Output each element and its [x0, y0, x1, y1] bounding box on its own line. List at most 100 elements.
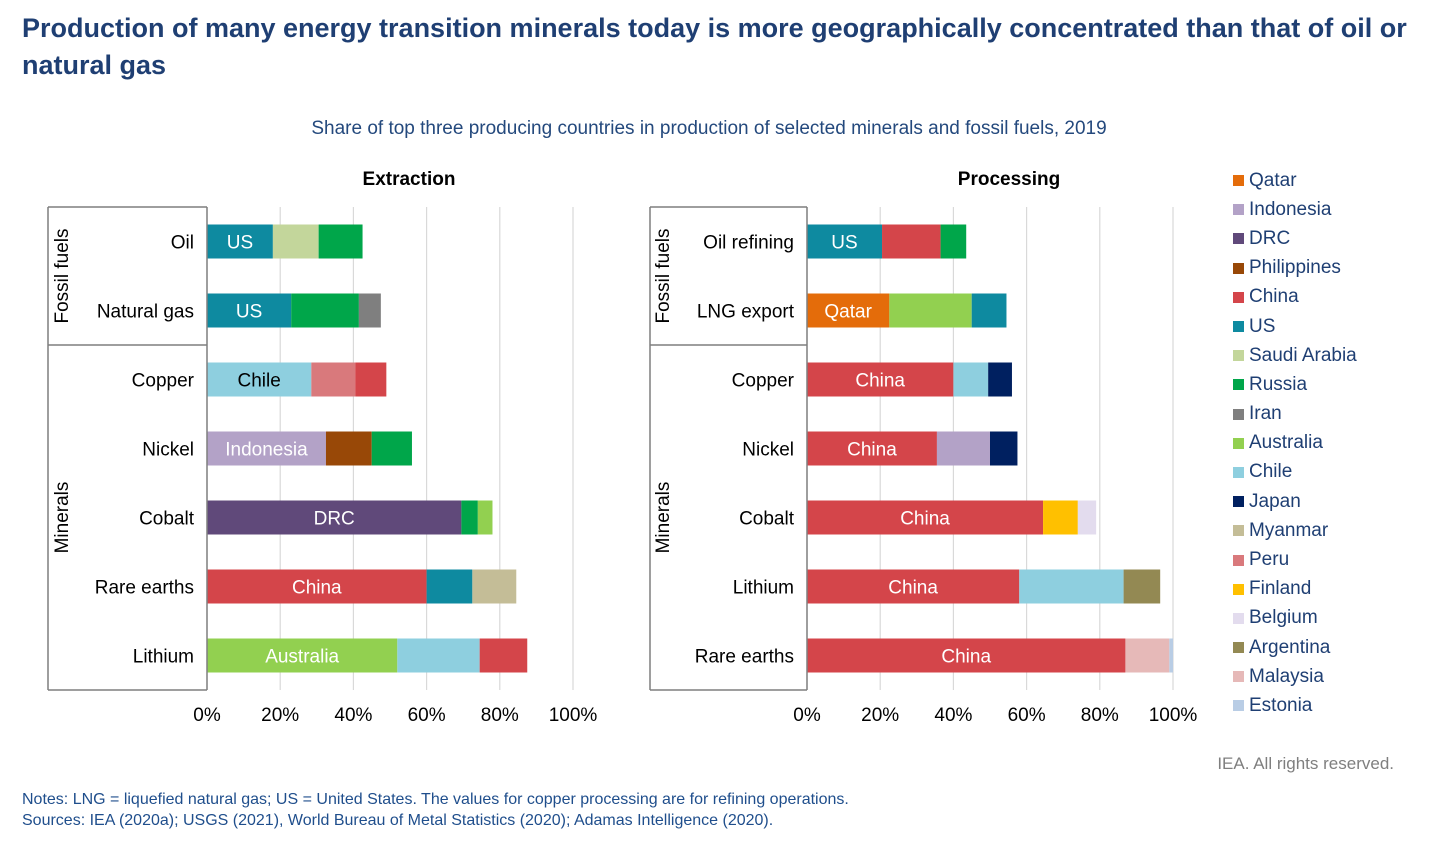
category-label: Cobalt: [139, 509, 195, 530]
legend-item-indonesia: Indonesia: [1233, 195, 1423, 224]
x-tick-label: 100%: [549, 705, 598, 726]
bar-segment-oil-us: [207, 224, 273, 259]
category-label: Lithium: [133, 647, 194, 668]
legend-label: China: [1249, 286, 1299, 308]
chart-panel-extraction: Extraction 0% 20% 40% 60% 80% 100% US Oil US Natur…: [47, 169, 598, 726]
category-label: Nickel: [142, 440, 194, 461]
legend-label: Belgium: [1249, 607, 1318, 629]
bar-segment-cobalt-belgium: [1077, 500, 1097, 535]
bar-segment-copper-chile: [207, 362, 312, 397]
bar-segment-cobalt-finland: [1043, 500, 1078, 535]
bar-segment-copper-japan: [988, 362, 1012, 397]
bar-segment-cobalt-drc: [207, 500, 462, 535]
legend-swatch: [1233, 379, 1244, 391]
legend-label: Australia: [1249, 432, 1323, 454]
legend-item-us: US: [1233, 312, 1423, 341]
legend-label: Saudi Arabia: [1249, 344, 1357, 366]
legend-item-drc: DRC: [1233, 224, 1423, 253]
bar-segment-lithium-australia: [207, 638, 398, 673]
x-tick-label: 60%: [1008, 705, 1046, 726]
chart-subtitle: Share of top three producing countries i…: [311, 118, 1107, 139]
category-label: Nickel: [742, 440, 794, 461]
bar-segment-nickel-russia: [371, 431, 412, 466]
data-label: US: [236, 302, 262, 323]
bar-segment-nickel-philippines: [325, 431, 372, 466]
legend-label: Japan: [1249, 490, 1301, 512]
category-label: Copper: [732, 371, 795, 392]
legend-label: Peru: [1249, 549, 1290, 571]
category-label: Oil refining: [703, 233, 794, 254]
legend-label: Estonia: [1249, 694, 1313, 716]
data-label: China: [888, 578, 938, 599]
legend-swatch: [1233, 496, 1244, 508]
group-label: Minerals: [653, 482, 674, 554]
bar-segment-nickel-japan: [990, 431, 1018, 466]
legend-label: DRC: [1249, 227, 1291, 249]
bar-segment-lithium-argentina: [1123, 569, 1161, 604]
bar-segment-cobalt-china: [807, 500, 1044, 535]
bar-segment-nickel-indonesia: [207, 431, 326, 466]
bar-segment-rare-earths-estonia: [1169, 638, 1173, 673]
x-tick-label: 0%: [793, 705, 821, 726]
category-label: Cobalt: [739, 509, 795, 530]
group-label: Minerals: [52, 482, 73, 554]
legend-swatch: [1233, 525, 1244, 537]
bar-segment-nickel-indonesia: [936, 431, 990, 466]
bar-segment-lithium-chile: [1019, 569, 1124, 604]
legend-label: Iran: [1249, 403, 1282, 425]
legend-swatch: [1233, 262, 1244, 274]
x-tick-label: 80%: [481, 705, 519, 726]
legend-item-china: China: [1233, 283, 1423, 312]
x-tick-label: 20%: [861, 705, 899, 726]
legend-swatch: [1233, 700, 1244, 712]
legend-item-philippines: Philippines: [1233, 254, 1423, 283]
bar-segment-rare-earths-china: [207, 569, 427, 604]
legend-swatch: [1233, 437, 1244, 449]
panel-title: Processing: [958, 169, 1060, 190]
legend-item-chile: Chile: [1233, 458, 1423, 487]
data-label: China: [941, 647, 991, 668]
legend-swatch: [1233, 466, 1244, 478]
legend-item-russia: Russia: [1233, 370, 1423, 399]
bar-segment-lithium-chile: [397, 638, 480, 673]
bar-segment-copper-chile: [953, 362, 989, 397]
legend-label: Malaysia: [1249, 665, 1324, 687]
bar-segment-copper-peru: [311, 362, 356, 397]
x-tick-label: 100%: [1149, 705, 1198, 726]
chart-panel-processing: Processing 0% 20% 40% 60% 80% 100% US Oil refini…: [649, 169, 1198, 726]
legend-swatch: [1233, 583, 1244, 595]
bar-segment-lng-export-qatar: [807, 293, 890, 328]
legend-swatch: [1233, 321, 1244, 333]
bar-segment-cobalt-australia: [477, 500, 493, 535]
legend-label: Argentina: [1249, 636, 1331, 658]
legend-label: US: [1249, 315, 1276, 337]
bar-segment-oil-refining-china: [882, 224, 941, 259]
legend-item-finland: Finland: [1233, 575, 1423, 604]
legend-item-malaysia: Malaysia: [1233, 662, 1423, 691]
legend-label: Chile: [1249, 461, 1293, 483]
bar-segment-copper-china: [355, 362, 387, 397]
data-label: Qatar: [824, 302, 872, 323]
legend-swatch: [1233, 291, 1244, 303]
bar-segment-lng-export-us: [971, 293, 1007, 328]
panel-title: Extraction: [363, 169, 456, 190]
bar-segment-copper-china: [807, 362, 954, 397]
legend-item-japan: Japan: [1233, 487, 1423, 516]
legend-swatch: [1233, 554, 1244, 566]
category-label: Copper: [132, 371, 195, 392]
legend-swatch: [1233, 204, 1244, 216]
bar-segment-natural-gas-iran: [358, 293, 381, 328]
data-label: China: [855, 371, 905, 392]
legend-swatch: [1233, 612, 1244, 624]
x-tick-label: 40%: [334, 705, 372, 726]
legend-item-australia: Australia: [1233, 429, 1423, 458]
legend-item-estonia: Estonia: [1233, 691, 1423, 720]
page-title: Production of many energy transition min…: [22, 13, 1407, 80]
legend-item-qatar: Qatar: [1233, 166, 1423, 195]
bar-segment-rare-earths-us: [426, 569, 473, 604]
x-tick-label: 20%: [261, 705, 299, 726]
legend-item-peru: Peru: [1233, 545, 1423, 574]
group-label: Fossil fuels: [653, 228, 674, 323]
legend-item-belgium: Belgium: [1233, 604, 1423, 633]
